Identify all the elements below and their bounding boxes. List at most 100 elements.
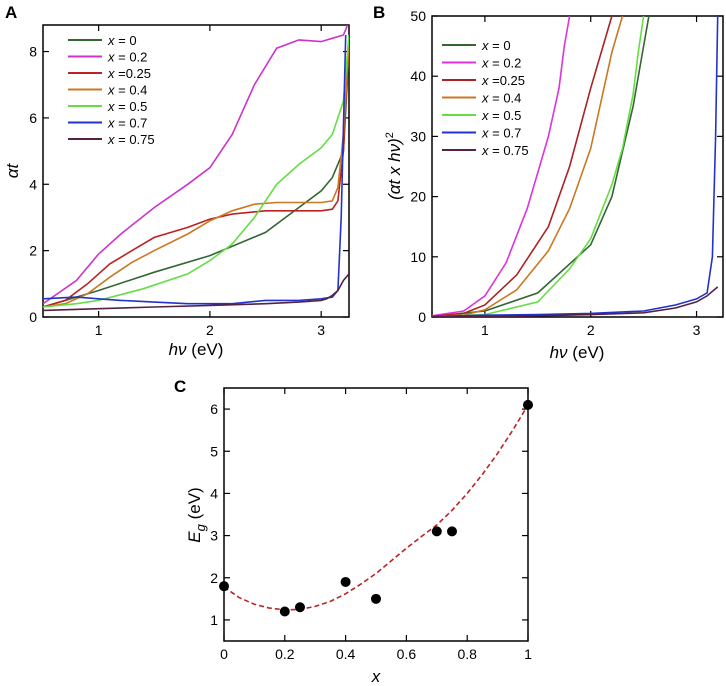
panel-b-legend-var: x [481,73,489,88]
panel-b-legend-label: x = 0.4 [481,91,521,106]
panel-a-legend-label: x = 0.75 [107,132,155,147]
panel-a-legend-var: x [107,116,115,131]
panel-a-legend-var: x [107,50,115,65]
panel-b-legend-label: x = 0.7 [481,126,521,141]
panel-a-legend-value: = 0 [115,33,137,48]
panel-b-ylabel-base: (αt x hν) [385,138,404,200]
panel-a-xtick-label: 1 [95,322,103,338]
panel-c-fit-line [223,404,529,611]
panel-b-xtick-label: 1 [481,322,489,338]
panel-b-legend-value: =0.25 [489,73,526,88]
panel-b-legend-value: = 0 [489,38,511,53]
panel-b-legend: x = 0x = 0.2x =0.25x = 0.4x = 0.5x = 0.7… [442,38,529,158]
panel-c-xtick-label: 0.4 [336,646,356,662]
panel-a-xtick-label: 3 [317,322,325,338]
panel-a-series-line-5 [43,34,347,305]
panel-c-ytick-label: 5 [210,443,218,459]
panel-a-legend-label: x = 0.5 [107,99,147,114]
panel-b-ytick-label: 20 [410,189,426,205]
panel-c-ytick-label: 1 [210,612,218,628]
panel-c-point [340,576,351,587]
panel-b-xtick-label: 2 [587,322,595,338]
panel-a-ytick-label: 2 [29,243,37,259]
panel-a-xlabel-var: hν [169,340,187,359]
panel-b-ylabel-sup: 2 [384,132,396,138]
panel-b-ytick-label: 50 [410,8,426,24]
panel-c-xtick-label: 1 [524,646,532,662]
panel-c-point [279,606,290,617]
panel-a-legend-value: = 0.7 [115,116,148,131]
panel-c-ytick-label: 6 [210,401,218,417]
panel-b-legend-value: = 0.5 [489,108,522,123]
panel-a-ytick-label: 6 [29,110,37,126]
panel-c: C 0 0.2 0.4 0.6 0.8 1 1 2 3 4 5 6 x Eg (eV) [174,377,533,686]
panel-b-ytick-label: 0 [418,309,426,325]
panel-b-xlabel: hν (eV) [550,343,605,362]
panel-b-legend-var: x [481,143,489,158]
panel-a-ytick-label: 8 [29,44,37,60]
panel-b-ylabel: (αt x hν)2 [384,132,404,200]
panel-a-legend-value: = 0.4 [115,83,148,98]
panel-b-legend-label: x = 0.75 [481,143,529,158]
panel-b-legend-var: x [481,108,489,123]
panel-a-legend-value: = 0.5 [115,99,148,114]
panel-b-legend-value: = 0.2 [489,56,522,71]
panel-b-label: B [373,3,385,22]
panel-b-legend-label: x =0.25 [481,73,525,88]
panel-b-series-line-2 [432,16,613,317]
panel-c-point [295,602,305,613]
panel-b-legend-var: x [481,91,489,106]
panel-c-point [431,526,442,537]
panel-b-legend-value: = 0.75 [489,143,529,158]
panel-a-xlabel: hν (eV) [169,340,224,359]
panel-a-legend-var: x [107,83,115,98]
panel-b-xlabel-var: hν [550,343,568,362]
panel-b-series-line-5 [432,16,719,317]
panel-c-point [219,581,229,592]
panel-a-series-line-1 [43,25,349,305]
panel-b-legend-label: x = 0.2 [481,56,521,71]
panel-c-xtick-label: 0.8 [457,646,477,662]
panel-a-legend-value: = 0.2 [115,50,148,65]
panel-b-legend-label: x = 0 [481,38,511,53]
panel-a-legend-var: x [107,66,115,81]
panel-c-ticks: 0 0.2 0.4 0.6 0.8 1 1 2 3 4 5 6 [210,388,532,662]
panel-a-series-line-3 [43,41,349,308]
panel-b-series-line-6 [432,286,719,317]
panel-b-series-line-0 [432,16,650,317]
panel-c-ytick-label: 4 [210,485,218,501]
panel-b-legend-value: = 0.4 [489,91,522,106]
panel-a-ytick-label: 0 [29,309,37,325]
panel-b-legend-var: x [481,126,489,141]
panel-a-ylabel: αt [3,163,22,179]
panel-b-legend-var: x [481,38,489,53]
panel-c-ylabel-unit: (eV) [185,487,204,524]
panel-b-legend-value: = 0.7 [489,126,522,141]
panel-a-frame [42,24,350,318]
panel-b-ytick-label: 40 [410,68,426,84]
panel-a-ytick-label: 4 [29,176,37,192]
panel-c-ylabel-sub: g [193,523,208,531]
panel-b-legend-var: x [481,56,489,71]
panel-a-legend-label: x =0.25 [107,66,151,81]
panel-c-point [523,399,533,410]
panel-a-legend-value: = 0.75 [115,132,155,147]
panel-b-series [432,16,719,317]
panel-c-ytick-label: 2 [210,570,218,586]
panel-a-legend-value: =0.25 [115,66,152,81]
panel-a-legend-label: x = 0.2 [107,50,147,65]
panel-a-legend-label: x = 0.4 [107,83,147,98]
panel-b-legend-label: x = 0.5 [481,108,521,123]
panel-b-ytick-label: 30 [410,128,426,144]
panel-a-legend-label: x = 0.7 [107,116,147,131]
panel-a-legend: x = 0x = 0.2x =0.25x = 0.4x = 0.5x = 0.7… [68,33,155,147]
panel-a-legend-var: x [107,132,115,147]
panel-a-series [43,25,349,312]
panel-c-xlabel: x [371,667,381,686]
panel-c-point [371,593,381,604]
panel-a-label: A [5,3,17,22]
panel-a-legend-var: x [107,99,115,114]
